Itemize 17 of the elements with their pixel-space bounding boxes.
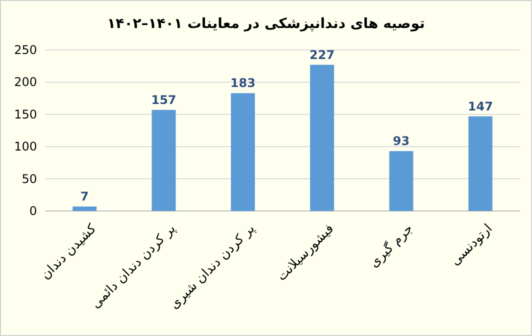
y-tick-label: 200 xyxy=(14,75,37,90)
data-label: 157 xyxy=(151,92,176,107)
y-tick-label: 50 xyxy=(22,172,37,186)
x-tick-label: کشیدن دندان xyxy=(38,220,100,283)
data-label: 7 xyxy=(80,189,89,204)
data-label: 227 xyxy=(310,48,335,62)
y-tick-label: 150 xyxy=(14,107,37,122)
data-label: 183 xyxy=(230,76,256,90)
x-tick-label: ارتودنسی xyxy=(448,221,496,269)
x-tick-label: جرم گیری xyxy=(366,220,416,271)
y-tick-label: 0 xyxy=(29,204,37,218)
y-tick-label: 100 xyxy=(14,140,37,154)
title: توصیه های دندانپزشکی در معاینات ۱۴۰۱–۱۴۰۲ xyxy=(107,16,425,32)
x-tick-label: فیشورسیلانت xyxy=(274,221,338,284)
data-label: 93 xyxy=(392,134,410,148)
y-tick-label: 250 xyxy=(14,43,37,57)
data-label: 147 xyxy=(468,99,493,114)
